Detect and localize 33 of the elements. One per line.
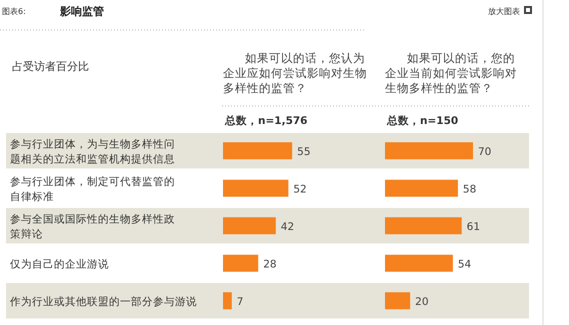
- bar: [385, 254, 453, 272]
- data-label: 52: [293, 183, 307, 196]
- text: 影响监管: [59, 5, 104, 18]
- data-label: 61: [466, 220, 480, 233]
- text: 图表6:: [2, 7, 26, 16]
- chart-title: 如果可以的话，您认为企业应如何尝试影响对生物多样性的监管？: [223, 51, 367, 95]
- bar: [385, 292, 410, 310]
- y-tick-label: 作为行业或其他联盟的一部分参与游说: [9, 294, 197, 308]
- data-label: 58: [462, 183, 476, 196]
- y-tick-label: 仅为自己的企业游说: [10, 257, 109, 270]
- data-label: 70: [478, 146, 492, 158]
- data-label: 55: [297, 146, 311, 158]
- y-tick-label: 参与行业团体，制定可代替监管的自律标准: [10, 174, 175, 203]
- bar: [223, 254, 258, 272]
- bar: [223, 217, 276, 234]
- bar: [223, 142, 292, 160]
- bar: [385, 180, 458, 197]
- y-tick-label: 参与全国或国际性的生物多样性政策辩论: [10, 212, 175, 240]
- data-label: 42: [280, 220, 294, 233]
- chart-subtitle: 总数，n=150: [386, 114, 458, 127]
- data-label: 20: [415, 296, 429, 308]
- bar: [385, 217, 462, 234]
- data-label: 7: [236, 296, 244, 308]
- bar: [385, 142, 473, 160]
- data-label: 28: [263, 258, 277, 270]
- bar: [223, 180, 288, 197]
- y-axis-title: 占受访者百分比: [12, 60, 89, 73]
- chart-title: 如果可以的话，您的企业当前如何尝试影响对生物多样性的监管？: [385, 51, 517, 95]
- chart-subtitle: 总数，n=1,576: [224, 114, 308, 127]
- bar: [223, 292, 232, 310]
- text: 放大图表: [488, 7, 520, 16]
- data-label: 54: [458, 258, 472, 270]
- y-tick-label: 参与行业团体，为与生物多样性问题相关的立法和监管机构提供信息: [10, 137, 175, 166]
